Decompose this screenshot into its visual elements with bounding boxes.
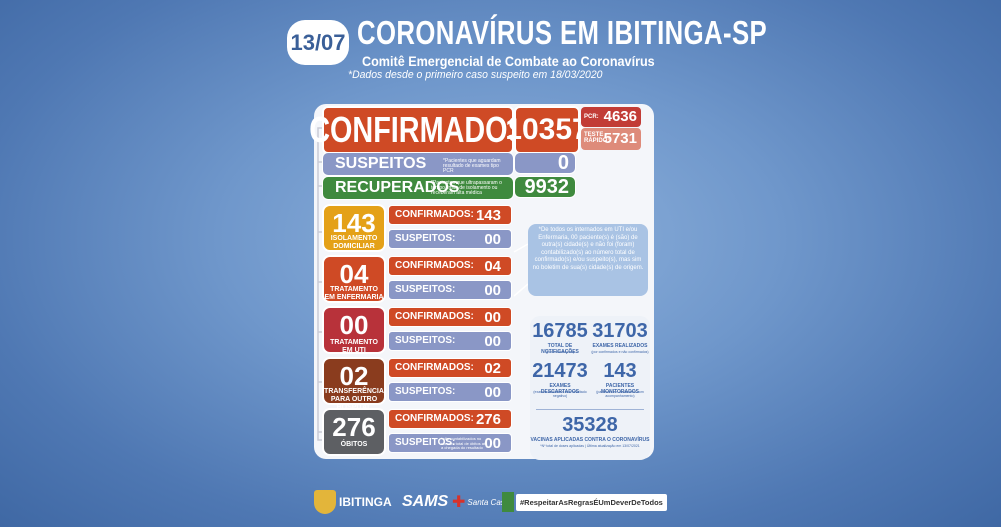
footer-logos: IBITINGA SAMS ✚ Santa Casa #RespeitarAsR… (314, 487, 667, 521)
suspected-label: SUSPEITOS (335, 155, 427, 172)
vaccines-tiny: *Nº total de doses aplicadas | Última at… (540, 444, 640, 448)
rapid-label: TESTE RÁPIDO: (584, 132, 610, 144)
vaccines-value: 35328 (562, 414, 618, 436)
category-number: 276 (332, 412, 376, 442)
notifications-value: 16785 (532, 320, 588, 342)
suspected-row-value: 00 (484, 435, 501, 452)
category-number: 00 (339, 310, 369, 340)
exams-value: 31703 (592, 320, 648, 342)
rapid-value: 5731 (603, 130, 637, 147)
category-suspected-row: SUSPEITOS: 00 (388, 382, 512, 402)
category-confirmed-row: CONFIRMADOS: 143 (388, 205, 512, 225)
confirmed-label: CONFIRMADOS (309, 106, 527, 154)
confirmed-row-value: 04 (484, 258, 501, 275)
recovered-label: RECUPERADOS (335, 179, 460, 196)
stats-divider (536, 409, 644, 410)
ibitinga-logo: IBITINGA (314, 487, 392, 517)
suspected-row-value: 00 (484, 333, 501, 350)
recovered-label-bar: RECUPERADOS *Pacientes que ultrapassaram… (322, 176, 514, 200)
hashtag-banner: #RespeitarAsRegrasÉUmDeverDeTodos (502, 487, 667, 517)
date-badge: 13/07 (287, 20, 349, 65)
suspected-row-value: 00 (484, 282, 501, 299)
category-card: 04 TRATAMENTO EM ENFERMARIA (322, 255, 386, 303)
suspected-row-label: SUSPEITOS: (395, 386, 456, 397)
bracket-line (317, 127, 324, 441)
category-confirmed-row: CONFIRMADOS: 00 (388, 307, 512, 327)
category-suspected-row: SUSPEITOS: 00 (388, 280, 512, 300)
category-confirmed-row: CONFIRMADOS: 04 (388, 256, 512, 276)
notifications-tiny: (por notificadores) (545, 350, 575, 354)
recovered-note: *Pacientes que ultrapassaram o tempo lim… (431, 180, 502, 196)
page-subtitle: Comitê Emergencial de Combate ao Coronav… (362, 53, 655, 69)
category-label: ÓBITOS (340, 441, 368, 448)
pcr-label: PCR: (584, 114, 599, 120)
category-confirmed-row: CONFIRMADOS: 02 (388, 358, 512, 378)
rapid-test-box: TESTE RÁPIDO: 5731 (581, 128, 641, 150)
city-crest-icon (314, 490, 336, 514)
info-note-bubble: *De todos os internados em UTI e/ou Enfe… (528, 224, 648, 296)
suspected-note: *Pacientes que aguardam resultado de exa… (443, 158, 501, 174)
suspected-row-value: 00 (484, 231, 501, 248)
pcr-value: 4636 (603, 108, 637, 125)
suspected-row-label: SUSPEITOS: (395, 437, 456, 448)
category-number: 04 (339, 259, 369, 289)
date-text: 13/07 (290, 29, 346, 55)
category-label: TRATAMENTO EM ENFERMARIA (324, 286, 384, 301)
discarded-value: 21473 (532, 360, 588, 382)
category-card: 276 ÓBITOS (322, 408, 386, 456)
confirmed-row-label: CONFIRMADOS: (395, 362, 474, 373)
confirmed-row-value: 02 (484, 360, 501, 377)
suspected-row-label: SUSPEITOS: (395, 284, 456, 295)
page-title: CORONAVÍRUS EM IBITINGA-SP (357, 14, 768, 51)
discarded-label: EXAMES DESCARTADOS (540, 383, 580, 395)
campaign-icon (502, 492, 514, 512)
vaccines-label: VACINAS APLICADAS CONTRA O CORONAVÍRUS (530, 437, 650, 443)
monitored-label: PACIENTES MONITORADOS (601, 383, 639, 395)
suspected-label-bar: SUSPEITOS *Pacientes que aguardam result… (322, 152, 514, 176)
cross-icon: ✚ (452, 494, 466, 511)
confirmed-row-value: 143 (475, 207, 501, 224)
confirmed-row-value: 00 (484, 309, 501, 326)
confirmed-row-label: CONFIRMADOS: (395, 413, 474, 424)
category-card: 143 ISOLAMENTO DOMICILIAR (322, 204, 386, 252)
category-card: 00 TRATAMENTO EM UTI (322, 306, 386, 354)
bubble-arrows (513, 243, 529, 297)
category-number: 143 (332, 208, 376, 238)
suspected-row-value: 00 (484, 384, 501, 401)
sams-logo: SAMS (402, 493, 449, 510)
confirmed-row-label: CONFIRMADOS: (395, 311, 474, 322)
recovered-value: 9932 (514, 176, 576, 198)
discarded-tiny: (exames realizados com resultado negativ… (533, 390, 587, 398)
exams-tiny: (por confirmados e não confirmados) (591, 350, 649, 354)
category-label: ISOLAMENTO DOMICILIAR (330, 235, 378, 250)
confirmed-value: 10357 (505, 106, 589, 154)
monitored-value: 143 (603, 360, 637, 382)
suspected-row-label: SUSPEITOS: (395, 233, 456, 244)
confirmed-row-label: CONFIRMADOS: (395, 260, 474, 271)
monitored-tiny: (pacientes em isolamento com acompanhame… (596, 390, 644, 398)
category-number: 02 (339, 361, 369, 391)
notifications-label: TOTAL DE NOTIFICAÇÕES (541, 343, 579, 355)
category-suspected-row: SUSPEITOS: 00 (388, 331, 512, 351)
exams-label: EXAMES REALIZADOS (592, 343, 648, 349)
category-confirmed-row: CONFIRMADOS: 276 (388, 409, 512, 429)
suspected-row-label: SUSPEITOS: (395, 335, 456, 346)
stats-panel: 16785 TOTAL DE NOTIFICAÇÕES (por notific… (530, 316, 650, 460)
suspected-value: 0 (514, 152, 576, 174)
confirmed-row-value: 276 (475, 411, 501, 428)
category-suspected-row: SUSPEITOS: 00 *não contabilizados no númer… (388, 433, 512, 453)
pcr-box: PCR: 4636 (581, 107, 641, 127)
category-suspected-row: SUSPEITOS: 00 (388, 229, 512, 249)
deaths-suspected-note: *não contabilizados no número total de ó… (441, 436, 488, 450)
category-label: TRATAMENTO EM UTI (330, 339, 378, 354)
category-label: TRANSFERÊNCIA PARA OUTRO HOSPITAL (324, 388, 384, 411)
santa-casa-logo: ✚ Santa Casa (452, 494, 510, 511)
confirmed-row-label: CONFIRMADOS: (395, 209, 474, 220)
header-note: *Dados desde o primeiro caso suspeito em… (348, 69, 603, 81)
